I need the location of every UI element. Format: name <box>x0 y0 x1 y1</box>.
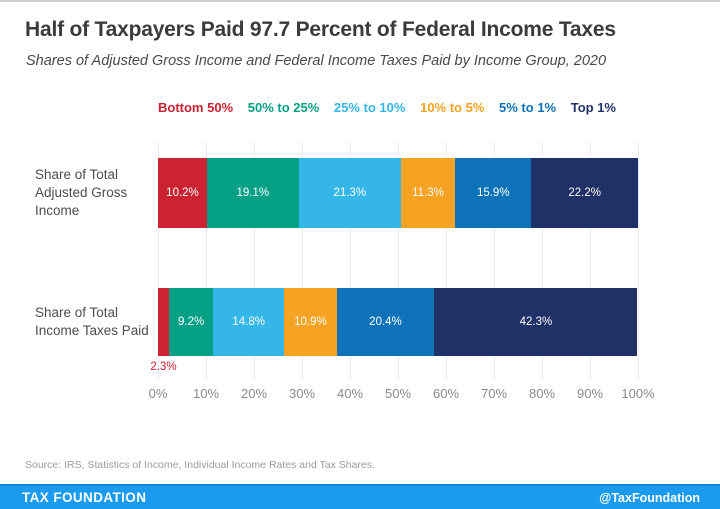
bar-segment <box>158 288 170 356</box>
bar-segment: 20.4% <box>336 288 435 356</box>
bar-segment: 42.3% <box>434 288 638 356</box>
legend-item-50-to-25-: 50% to 25% <box>247 100 320 115</box>
twitter-handle: @TaxFoundation <box>599 490 700 505</box>
row-label-line: Adjusted Gross <box>35 185 128 200</box>
bar-segment: 15.9% <box>455 158 532 228</box>
legend: Bottom 50% 50% to 25% 25% to 10% 10% to 5% 5… <box>158 100 616 115</box>
bar-segment: 19.1% <box>206 158 299 228</box>
bar-row-1: 9.2% 14.8% 10.9% 20.4% 42.3% <box>158 288 638 356</box>
bar-segment: 22.2% <box>531 158 638 228</box>
x-tick-label: 10% <box>192 386 220 401</box>
bar-segment: 14.8% <box>213 288 285 356</box>
x-tick-label: 50% <box>384 386 412 401</box>
row-label-0: Share of Total Adjusted Gross Income <box>35 166 153 220</box>
footer-bar: TAX FOUNDATION @TaxFoundation <box>0 484 720 509</box>
brand-wordmark: TAX FOUNDATION <box>22 490 147 505</box>
x-tick-label: 70% <box>480 386 508 401</box>
source-note: Source: IRS, Statistics of Income, Indiv… <box>25 459 375 471</box>
row-label-line: Income Taxes Paid <box>35 323 149 338</box>
x-tick-label: 60% <box>432 386 460 401</box>
chart-title: Half of Taxpayers Paid 97.7 Percent of F… <box>25 18 616 41</box>
x-tick-label: 0% <box>148 386 168 401</box>
row-label-line: Share of Total <box>35 305 119 320</box>
legend-item-5-to-1-: 5% to 1% <box>499 100 557 115</box>
bar-segment: 11.3% <box>400 158 456 228</box>
row-label-line: Share of Total <box>35 167 119 182</box>
row-label-line: Income <box>35 203 80 218</box>
bar-segment: 10.9% <box>284 288 337 356</box>
x-tick-label: 30% <box>288 386 316 401</box>
x-tick-label: 90% <box>576 386 604 401</box>
bar-segment: 21.3% <box>298 158 401 228</box>
legend-item-bottom-50-: Bottom 50% <box>158 100 234 115</box>
bar-segment: 10.2% <box>158 158 207 228</box>
x-tick-label: 80% <box>528 386 556 401</box>
chart-subtitle: Shares of Adjusted Gross Income and Fede… <box>26 53 607 69</box>
row-label-1: Share of Total Income Taxes Paid <box>35 304 153 340</box>
x-tick-label: 20% <box>240 386 268 401</box>
bar-segment: 9.2% <box>169 288 214 356</box>
legend-item-top-1-: Top 1% <box>570 100 616 115</box>
x-tick-label: 100% <box>621 386 655 401</box>
x-tick-label: 40% <box>336 386 364 401</box>
segment-outside-label: 2.3% <box>150 361 177 373</box>
legend-item-10-to-5-: 10% to 5% <box>420 100 485 115</box>
legend-item-25-to-10-: 25% to 10% <box>333 100 406 115</box>
bar-row-0: 10.2% 19.1% 21.3% 11.3% 15.9% 22.2% <box>158 158 638 228</box>
plot-area: 10.2% 19.1% 21.3% 11.3% 15.9% 22.2% 2.3% 9.2% 14… <box>150 142 639 380</box>
